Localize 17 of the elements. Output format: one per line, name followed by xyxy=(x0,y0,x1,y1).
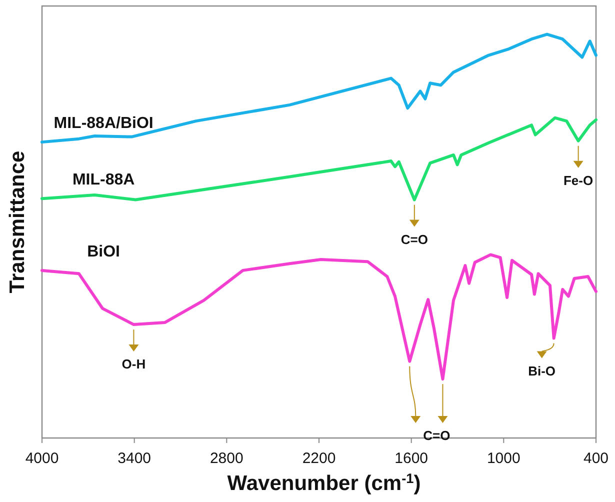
annotation: C=O xyxy=(423,428,450,444)
series-label: MIL-88A/BiOI xyxy=(54,115,154,132)
x-tick-label: 1000 xyxy=(486,450,520,467)
y-axis-title: Transmittance xyxy=(6,150,29,294)
x-tick-label: 1600 xyxy=(394,450,428,467)
x-tick-label: 2800 xyxy=(210,450,244,467)
annotation: Fe-O xyxy=(563,172,594,188)
x-axis-title: Wavenumber (cm$^{-1}$) xyxy=(227,470,421,495)
x-tick-label: 400 xyxy=(583,450,609,467)
x-tick-label: 3400 xyxy=(118,450,152,467)
annotation: Bi-O xyxy=(528,363,556,378)
series-label: MIL-88A xyxy=(72,172,136,189)
series-label: BiOI xyxy=(87,243,120,260)
annotation: C=O xyxy=(400,232,428,247)
x-tick-label: 2200 xyxy=(302,450,336,467)
x-tick-label: 4000 xyxy=(25,450,59,467)
annotation: O-H xyxy=(122,356,146,372)
